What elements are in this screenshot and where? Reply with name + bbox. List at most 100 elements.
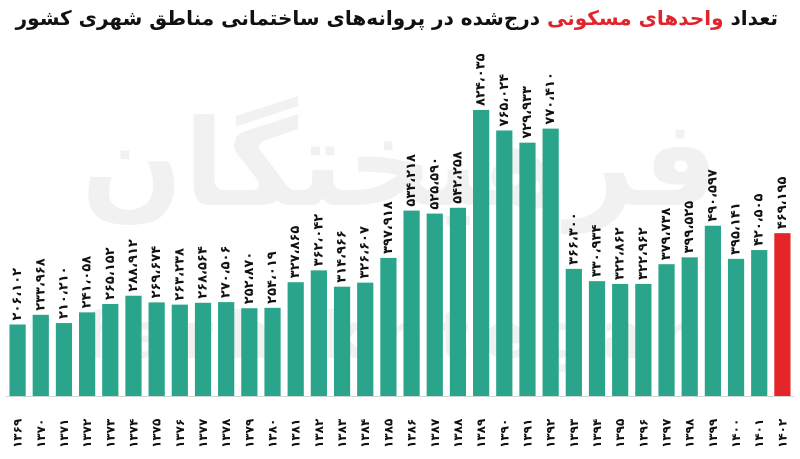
year-label-7: ۱۳۷۶ [173,419,187,448]
bar-22 [519,142,536,396]
value-label-6: ۲۶۹،۶۷۴ [149,246,164,299]
value-label-28: ۳۷۹،۷۳۸ [659,208,674,261]
year-label-26: ۱۳۹۵ [613,419,627,448]
value-label-15: ۳۲۶،۶۰۷ [358,226,373,279]
year-label-20: ۱۳۸۹ [474,418,488,448]
year-label-13: ۱۳۸۲ [312,418,326,448]
year-label-15: ۱۳۸۴ [358,419,372,448]
bar-19 [449,207,467,396]
bar-13 [310,270,327,396]
bar-10 [241,308,258,396]
bar-26 [612,283,629,396]
bar-32 [751,250,768,396]
value-label-4: ۲۶۵،۱۵۲ [103,247,118,300]
year-label-27: ۱۳۹۶ [636,419,650,448]
bar-5 [125,295,142,396]
value-label-29: ۳۹۹،۵۲۵ [682,201,697,254]
value-label-3: ۲۴۱،۰۵۸ [80,256,95,309]
value-label-22: ۷۲۹،۹۳۳ [520,86,535,139]
value-label-14: ۳۱۴،۹۶۶ [335,230,350,283]
year-label-5: ۱۳۷۴ [126,419,140,448]
value-label-16: ۳۹۷،۹۱۸ [381,201,396,254]
year-label-30: ۱۳۹۹ [706,418,720,448]
year-label-2: ۱۳۷۱ [57,419,71,448]
bar-21 [496,130,513,397]
year-label-19: ۱۳۸۸ [451,418,465,448]
year-label-28: ۱۳۹۷ [660,418,674,448]
bar-25 [588,281,606,396]
value-label-17: ۵۳۴،۲۱۸ [404,154,419,207]
year-label-12: ۱۳۸۱ [289,419,303,448]
bar-14 [333,286,351,396]
bar-0 [9,324,26,396]
bar-20 [473,110,490,396]
bar-9 [218,302,235,396]
year-label-25: ۱۳۹۴ [590,419,604,448]
chart-title-highlight: واحدهای مسکونی [546,6,724,30]
value-label-1: ۲۳۳،۹۶۸ [33,258,48,311]
year-label-24: ۱۳۹۳ [567,418,581,448]
value-label-8: ۲۶۸،۵۶۴ [196,246,211,299]
value-label-23: ۷۷۰،۴۱۰ [543,72,558,125]
year-label-4: ۱۳۷۳ [103,418,117,448]
year-label-21: ۱۳۹۰ [497,419,511,448]
value-label-24: ۳۶۶،۳۰۰ [566,212,581,265]
value-label-32: ۴۲۰،۵۰۵ [752,193,767,246]
year-label-0: ۱۳۶۹ [11,418,25,448]
year-label-10: ۱۳۷۹ [242,418,256,448]
chart-title-part-1: تعداد [723,6,778,30]
value-label-5: ۲۸۸،۹۱۲ [126,239,141,292]
year-label-8: ۱۳۷۷ [196,418,210,448]
year-label-32: ۱۴۰۱ [752,419,766,448]
year-label-31: ۱۴۰۰ [729,419,743,448]
year-label-9: ۱۳۷۸ [219,418,233,448]
value-label-33: ۴۶۹،۱۹۵ [775,177,790,230]
value-label-21: ۷۶۵،۰۲۴ [497,74,512,127]
bar-12 [287,282,304,396]
year-label-18: ۱۳۸۷ [428,418,442,448]
value-label-9: ۲۷۰،۵۰۶ [219,246,234,299]
bar-17 [403,210,420,396]
year-label-23: ۱۳۹۲ [544,418,558,448]
bar-11 [264,307,281,396]
value-label-18: ۵۲۵،۵۹۰ [427,157,442,210]
bar-30 [704,225,721,396]
value-label-26: ۳۲۲،۸۶۲ [613,227,628,280]
value-label-2: ۲۱۰،۲۱۰ [56,266,71,319]
value-label-25: ۳۳۰،۹۳۴ [590,225,605,278]
bar-33 [774,233,791,396]
value-label-10: ۲۵۲،۸۷۰ [242,252,257,305]
chart-title: تعداد واحدهای مسکونی درج‌شده در پروانه‌ه… [16,6,778,30]
year-label-29: ۱۳۹۸ [683,418,697,448]
value-label-12: ۳۲۷،۸۶۵ [288,226,303,279]
bar-31 [727,258,745,396]
bar-8 [194,302,212,396]
bar-23 [542,128,559,397]
bar-29 [681,257,698,396]
value-label-20: ۸۲۴،۰۳۵ [474,53,489,106]
year-label-17: ۱۳۸۶ [405,419,419,448]
bar-1 [32,314,49,396]
year-label-33: ۱۴۰۲ [775,418,789,448]
year-label-11: ۱۳۸۰ [266,419,280,448]
year-label-1: ۱۳۷۰ [34,419,48,448]
year-label-22: ۱۳۹۱ [520,419,534,448]
bar-6 [148,302,165,396]
bar-18 [426,213,443,396]
bar-27 [635,283,652,396]
bar-24 [565,268,582,396]
chart-title-part-2: درج‌شده در پروانه‌های ساختمانی مناطق شهر… [15,6,547,30]
bar-16 [380,257,397,396]
value-label-7: ۲۶۳،۲۳۸ [172,248,187,301]
bar-28 [658,264,675,396]
value-label-19: ۵۴۲،۲۵۸ [450,151,465,204]
value-label-0: ۲۰۶،۱۰۲ [10,268,25,321]
bar-4 [102,303,119,396]
value-label-27: ۳۲۲،۹۶۲ [636,227,651,280]
bar-7 [171,304,188,396]
bar-3 [79,312,96,396]
value-label-30: ۴۹۰،۵۹۷ [705,169,720,222]
year-label-6: ۱۳۷۵ [150,419,164,448]
year-label-16: ۱۳۸۵ [381,419,395,448]
